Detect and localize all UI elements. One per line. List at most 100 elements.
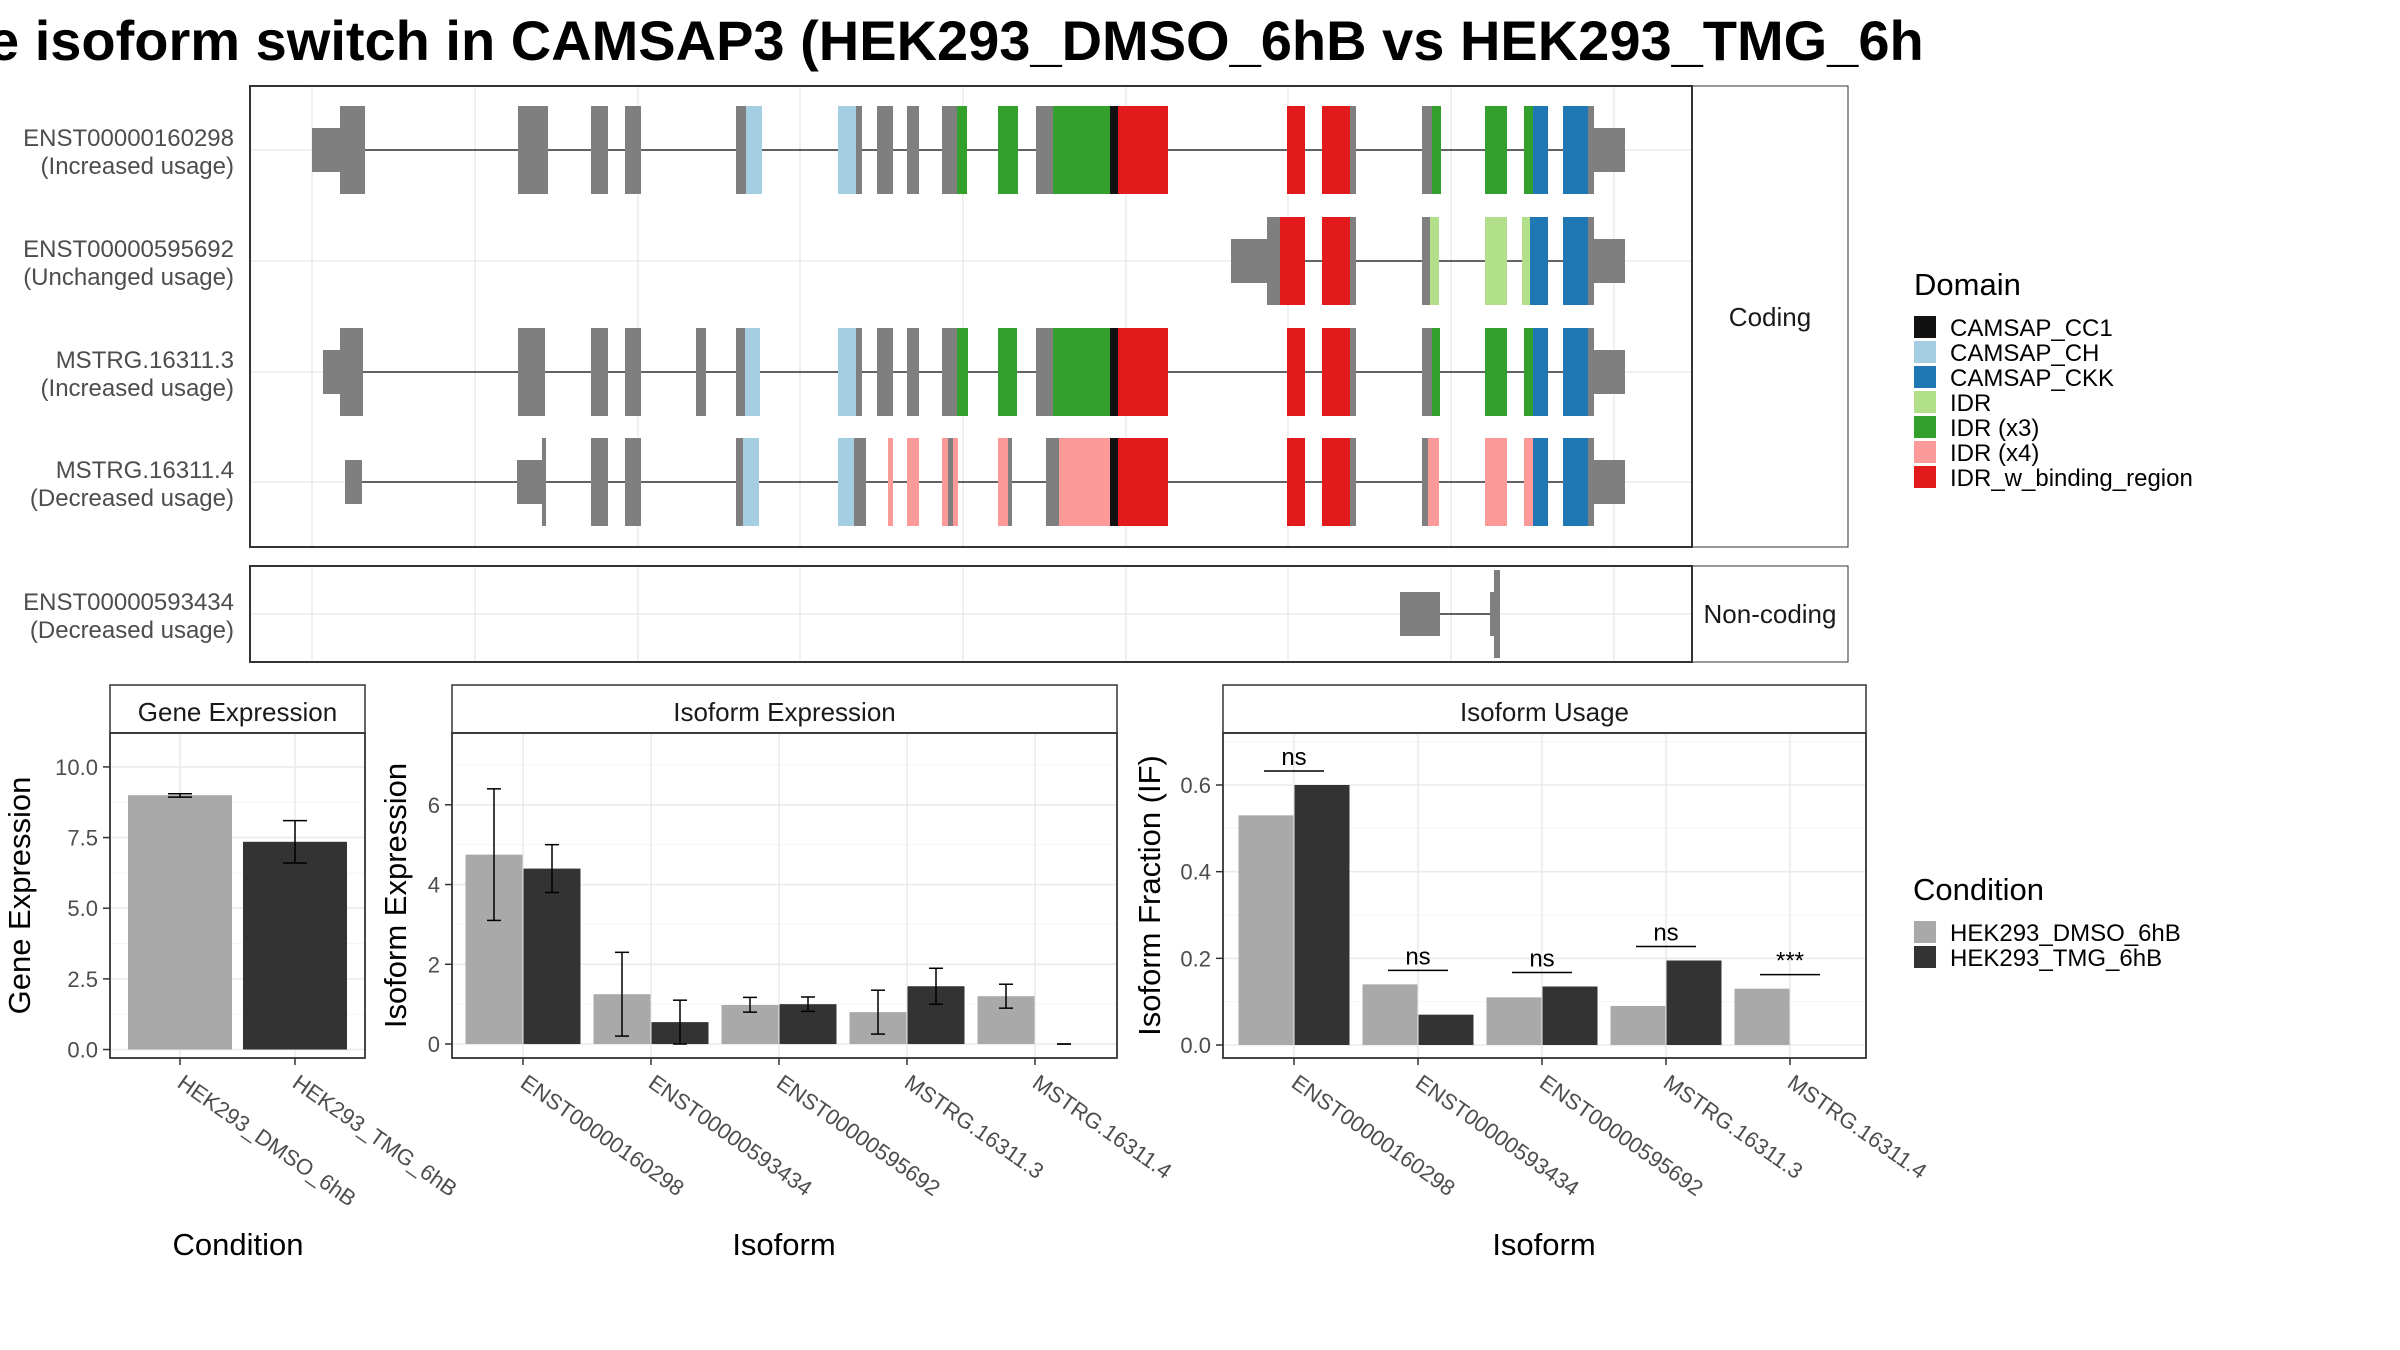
exon-segment (877, 106, 893, 194)
exon-segment (1588, 328, 1594, 416)
y-tick-label: 7.5 (67, 826, 98, 851)
exon-segment (1422, 217, 1430, 305)
exon-segment (838, 438, 854, 526)
exon-segment (340, 106, 365, 194)
exon-segment (1008, 438, 1012, 526)
exon-segment (1563, 328, 1588, 416)
chart-title: Isoform Expression (673, 697, 896, 727)
exon-segment (1110, 438, 1118, 526)
exon-segment (1485, 106, 1507, 194)
bar (1666, 960, 1722, 1045)
exon-segment (323, 350, 340, 394)
significance-label: ns (1653, 920, 1678, 947)
exon-segment (517, 460, 542, 504)
exon-segment (736, 438, 743, 526)
legend-domain-item: IDR_w_binding_region (1950, 465, 2193, 492)
legend-swatch-idr-x3- (1914, 416, 1936, 438)
bar (523, 868, 581, 1045)
exon-segment (591, 328, 608, 416)
legend-swatch-idr-w-binding-region (1914, 466, 1936, 488)
y-axis-title: Gene Expression (2, 777, 37, 1015)
facet-strip-1 (1691, 565, 1849, 663)
structure-panel-border (249, 565, 1693, 663)
facet-strip-0 (1691, 85, 1849, 548)
exon-segment (1036, 328, 1053, 416)
exon-segment (1287, 438, 1305, 526)
exon-segment (518, 106, 548, 194)
bar (128, 795, 232, 1050)
exon-segment (1530, 217, 1548, 305)
exon-segment (1400, 592, 1440, 636)
exon-segment (1322, 217, 1350, 305)
y-axis-title: Isoform Expression (378, 763, 413, 1028)
legend-domain-item: IDR (x4) (1950, 440, 2039, 467)
legend-condition-title: Condition (1913, 872, 2044, 907)
exon-segment (1350, 217, 1356, 305)
transcript-usage-label: (Decreased usage) (30, 485, 234, 512)
chart-title: Isoform Usage (1460, 697, 1629, 727)
y-tick-label: 0.6 (1180, 773, 1211, 798)
chart-panel-border (1222, 732, 1867, 1059)
exon-segment (856, 106, 862, 194)
exon-segment (888, 438, 893, 526)
exon-segment (1563, 106, 1588, 194)
exon-segment (1428, 438, 1439, 526)
exon-segment (625, 328, 641, 416)
y-tick-label: 6 (428, 793, 440, 818)
x-tick-label: MSTRG.16311.4 (1783, 1070, 1931, 1184)
y-tick-label: 0.2 (1180, 946, 1211, 971)
bar (243, 841, 347, 1050)
figure-title: e isoform switch in CAMSAP3 (HEK293_DMSO… (0, 9, 1924, 72)
x-tick-label: MSTRG.16311.4 (1028, 1070, 1176, 1184)
exon-segment (1287, 328, 1305, 416)
exon-segment (736, 328, 745, 416)
exon-segment (1053, 106, 1110, 194)
chart-panel-border (451, 732, 1118, 1059)
exon-segment (1524, 438, 1533, 526)
exon-segment (1594, 460, 1625, 504)
legend-domain-item: CAMSAP_CH (1950, 340, 2099, 367)
exon-segment (1118, 438, 1168, 526)
exon-segment (1594, 350, 1625, 394)
exon-segment (1118, 328, 1168, 416)
transcript-id-label: ENST00000593434 (23, 589, 234, 616)
exon-segment (1110, 106, 1118, 194)
bar (1418, 1014, 1474, 1045)
exon-segment (1422, 106, 1432, 194)
exon-segment (1485, 217, 1507, 305)
exon-segment (1046, 438, 1059, 526)
exon-segment (1422, 328, 1432, 416)
exon-segment (1563, 438, 1588, 526)
exon-segment (1322, 438, 1350, 526)
y-axis-title: Isoform Fraction (IF) (1132, 755, 1167, 1036)
y-tick-label: 0.0 (67, 1038, 98, 1063)
exon-segment (856, 328, 862, 416)
y-tick-label: 2 (428, 952, 440, 977)
legend-domain-item: CAMSAP_CC1 (1950, 315, 2113, 342)
significance-label: ns (1529, 946, 1554, 973)
exon-segment (1231, 239, 1267, 283)
exon-segment (998, 438, 1008, 526)
exon-segment (591, 106, 608, 194)
y-tick-label: 0.0 (1180, 1033, 1211, 1058)
exon-segment (1522, 217, 1530, 305)
x-axis-title: Isoform (1492, 1227, 1595, 1262)
exon-segment (1430, 217, 1439, 305)
exon-segment (1533, 106, 1548, 194)
bar (1238, 815, 1294, 1045)
exon-segment (1563, 217, 1588, 305)
exon-segment (1350, 106, 1356, 194)
bar (1294, 785, 1350, 1045)
exon-segment (1485, 328, 1507, 416)
significance-label: ns (1405, 943, 1430, 970)
chart-strip (451, 684, 1118, 734)
exon-segment (625, 438, 641, 526)
legend-domain-item: IDR (x3) (1950, 415, 2039, 442)
exon-segment (518, 328, 545, 416)
exon-segment (957, 106, 967, 194)
transcript-usage-label: (Increased usage) (41, 375, 234, 402)
exon-segment (746, 106, 762, 194)
exon-segment (1322, 328, 1350, 416)
